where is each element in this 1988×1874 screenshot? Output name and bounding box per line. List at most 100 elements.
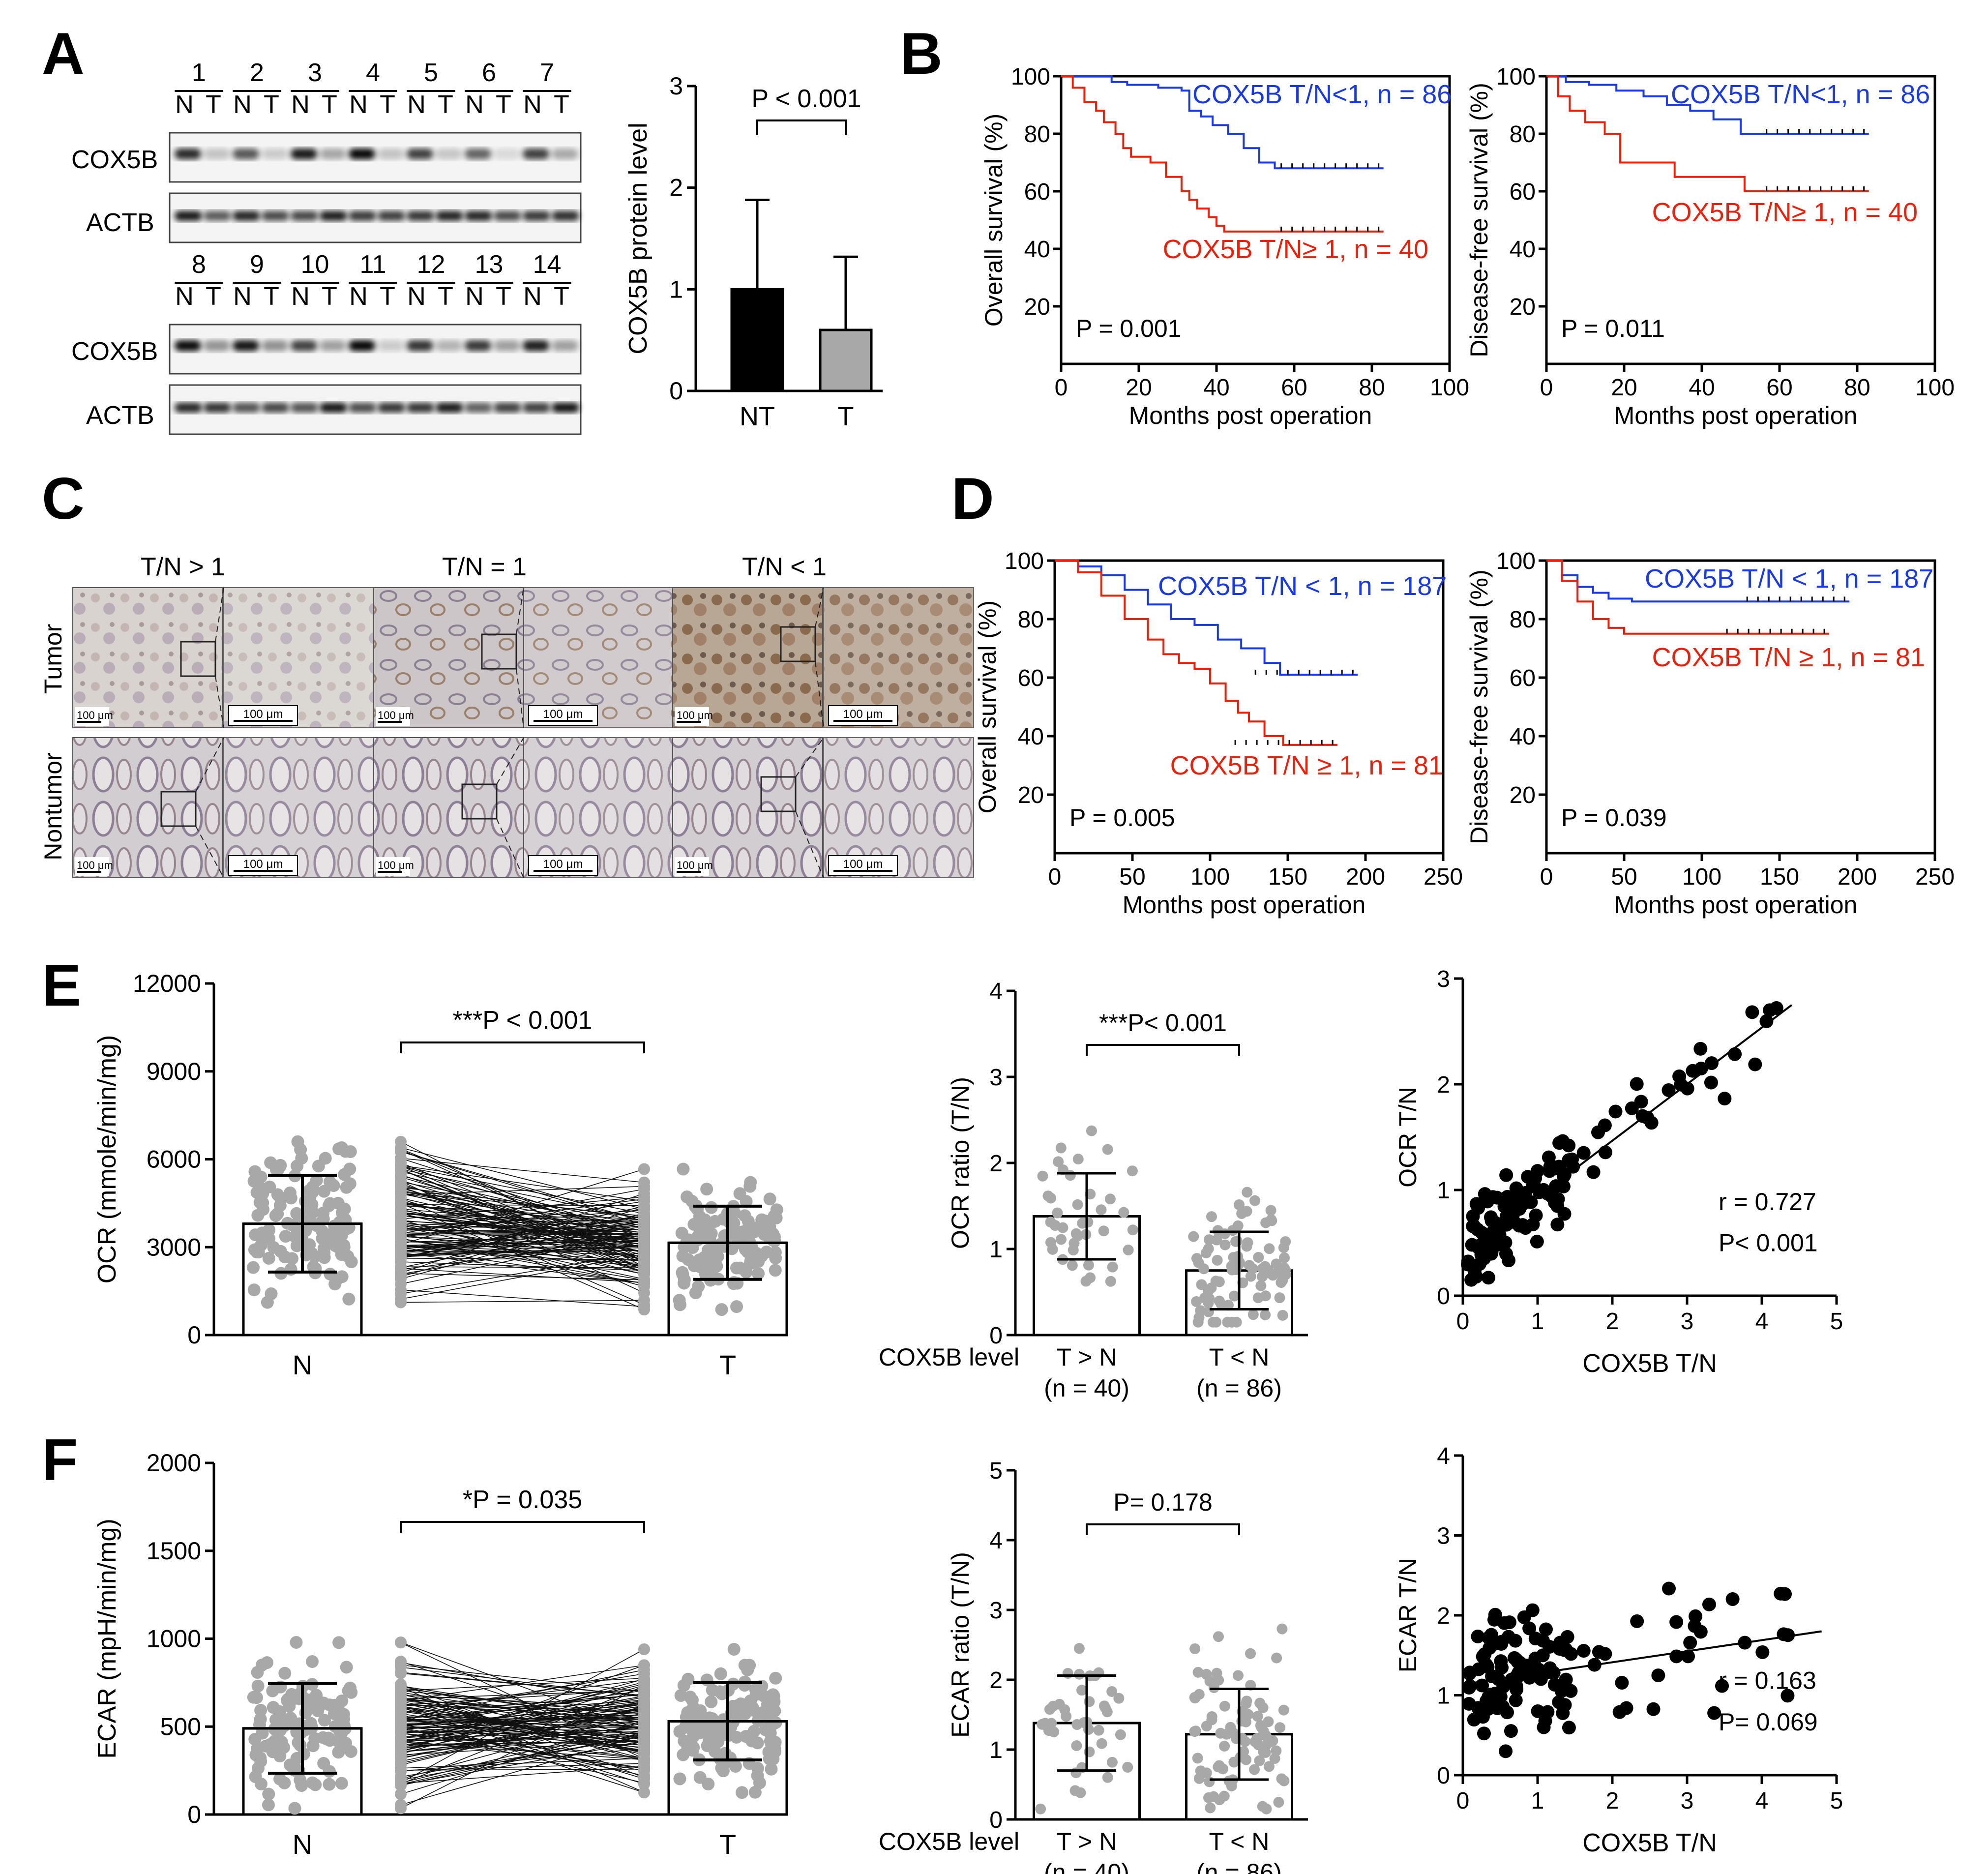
E-scatter-point [1718,1092,1732,1106]
F-ecar-dot-n [256,1726,269,1739]
F-ratio-dot [1260,1747,1271,1758]
F-ecar-pair-line [400,1703,645,1726]
E-scatter-r-value: r = 0.727 [1719,1188,1816,1216]
F-ratio-y-tick-label: 1 [989,1737,1003,1763]
F-ecar-pair-dot-n [395,1686,407,1698]
F-ecar-dot-t [765,1762,778,1776]
F-ratio-y-tick-label: 3 [989,1598,1003,1624]
E-ratio-dot [1196,1279,1207,1290]
ihc-inset-box [160,791,197,827]
E-ratio-dot [1249,1195,1261,1206]
F-ratio-dot [1115,1729,1126,1740]
E-ocr-dot-n [328,1278,342,1291]
E-scatter-point [1461,1254,1475,1269]
blot-lane-t: T [264,90,279,119]
F-scatter-y-tick-label: 0 [1437,1763,1450,1789]
F-scatter-point [1619,1701,1633,1715]
D-dfs-y-tick-label: 40 [1510,724,1536,750]
E-ocr-pvalue: ***P < 0.001 [453,1006,593,1035]
blot-band-actb [436,211,463,221]
E-ratio-dot [1280,1264,1291,1276]
E-ratio-dot [1068,1245,1079,1256]
E-ocr-pair-line [400,1185,645,1241]
blot-lane-t: T [380,90,395,119]
F-scatter-point [1681,1649,1695,1664]
F-ecar-dot-n [340,1661,353,1674]
F-ecar-dot-t [736,1786,749,1799]
B-dfs-curve-blue [1546,75,1869,135]
E-scatter-point [1704,1075,1718,1090]
blot-band-cox5b [552,340,578,351]
F-ecar-pair-line [400,1697,645,1754]
scale-bar-bg [228,855,298,876]
E-ocr-dot-t [699,1223,712,1236]
ihc-inset-line [516,668,524,728]
E-ratio-dot [1107,1261,1118,1273]
F-ratio-dot [1213,1674,1224,1686]
E-ocr-pair-line [400,1236,645,1257]
scale-bar-bg [528,705,598,726]
F-ecar-dot-t [705,1695,718,1708]
F-ecar-dot-n [317,1757,330,1770]
E-ocr-pair-line [400,1169,645,1274]
ihc-col-title-2: T/N = 1 [442,553,527,581]
E-ratio-dot [1244,1260,1255,1271]
F-ecar-y-tick-label: 1000 [147,1625,201,1653]
E-ratio-dot [1188,1231,1199,1242]
E-ocr-pair-line [400,1187,645,1219]
F-scatter-r-value: r = 0.163 [1719,1667,1816,1695]
blot-band-cox5b [494,340,520,351]
F-ecar-pair-line [400,1722,645,1784]
E-ocr-pair-line [400,1158,645,1238]
F-ecar-dot-n [290,1636,303,1649]
E-ocr-pair-dot-t [638,1163,650,1175]
F-ecar-y-tick-label: 0 [187,1801,201,1828]
E-scatter-y-tick-label: 3 [1437,966,1450,992]
F-scatter-point [1557,1643,1572,1657]
F-scatter-x-tick-label: 5 [1830,1788,1843,1814]
B-dfs-y-tick-label: 40 [1510,237,1536,263]
F-ecar-pair-line [400,1736,645,1742]
F-ecar-pair-line [400,1673,645,1713]
E-ratio-dot [1236,1208,1247,1219]
E-ocr-dot-n [247,1261,260,1274]
E-scatter-point [1550,1218,1565,1232]
F-ecar-dot-n [251,1679,265,1693]
blot-band-actb [378,211,405,221]
B-dfs-y-tick-label: 100 [1496,64,1536,90]
a-bar-ylabel: COX5B protein level [624,122,653,354]
E-ratio-dot [1193,1312,1205,1323]
F-ecar-ylabel: ECAR (mpH/min/mg) [93,1518,121,1758]
D-dfs-x-tick-label: 100 [1682,864,1721,890]
E-ocr-pair-line [400,1220,645,1268]
E-scatter-point [1484,1214,1499,1228]
E-ratio-y-tick-label: 3 [989,1065,1003,1091]
blot-band-cox5b [233,340,259,351]
blot-band-actb [378,403,405,413]
F-scatter-point [1484,1628,1498,1642]
ihc-inset-box [780,626,816,662]
E-ocr-dot-n [284,1191,297,1205]
F-scatter-point [1546,1666,1561,1680]
E-ratio-dot [1252,1292,1264,1304]
F-ratio-dot [1276,1773,1287,1785]
F-ecar-sig-bracket [400,1521,645,1533]
E-ocr-pair-dot-t [638,1256,650,1269]
F-ratio-dot [1219,1700,1230,1712]
western-blot: COX5B ACTB COX5B ACTB 1N T2N T3N T4N T5N T6N T… [71,59,582,435]
E-ratio-dot [1083,1259,1094,1271]
F-ecar-pair-line [400,1726,645,1749]
scale-bar-label: 100 μm [77,709,113,721]
blot-lane-t: T [206,90,221,119]
E-ocr-dot-n [327,1179,340,1192]
E-scatter-point [1501,1199,1515,1214]
E-ratio-dot [1067,1260,1078,1271]
F-ecar-pair-line [400,1763,645,1771]
E-ocr-dot-n [252,1246,265,1259]
ihc-inset-line [815,661,824,728]
blot-lane-n: N [407,282,426,311]
E-ocr-ylabel: OCR (mmole/min/mg) [93,1035,121,1284]
blot-band-cox5b [349,149,375,159]
F-scatter-point [1467,1713,1481,1727]
E-ocr-dot-t [770,1211,783,1224]
